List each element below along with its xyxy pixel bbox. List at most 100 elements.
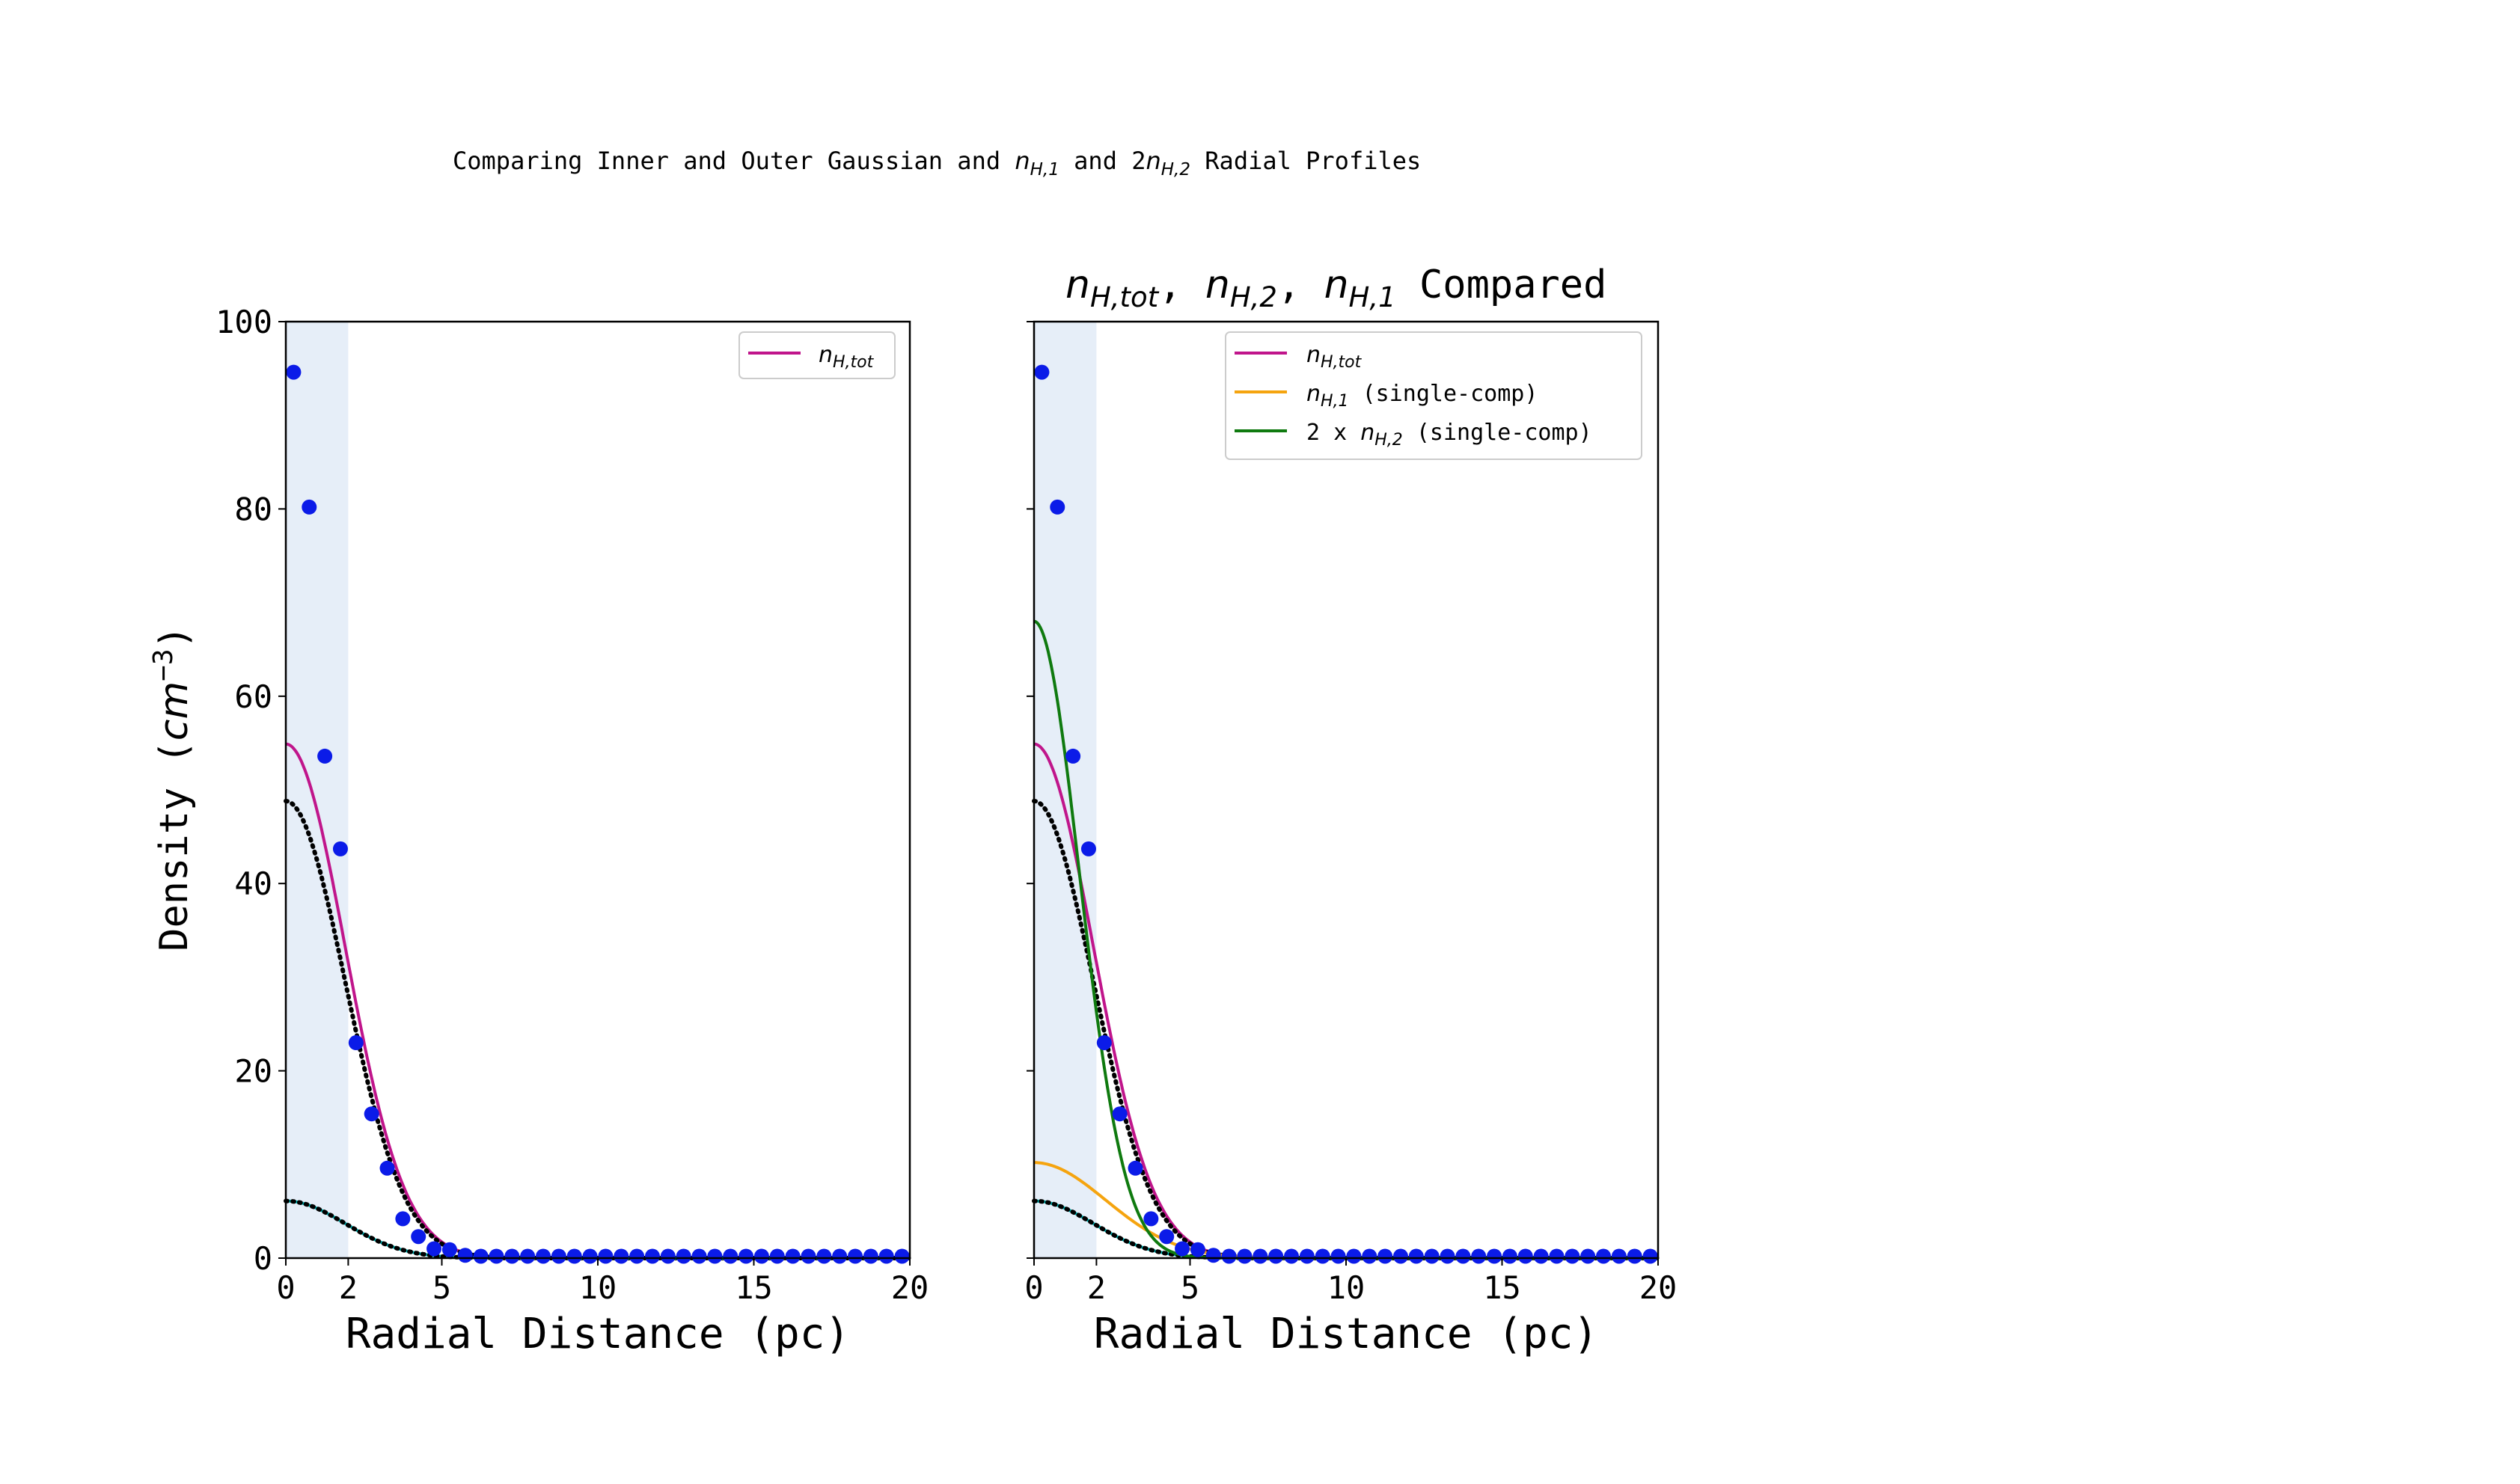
x-tick-label: 20 xyxy=(891,1269,929,1306)
data-point xyxy=(1221,1248,1237,1264)
right-legend-label-ntot: nH,tot xyxy=(1306,342,1363,372)
data-point xyxy=(582,1248,598,1264)
y-tick-label: 60 xyxy=(234,678,272,715)
x-axis-label: Radial Distance (pc) xyxy=(346,1310,850,1358)
data-point xyxy=(1112,1106,1128,1122)
data-point xyxy=(598,1248,614,1264)
data-point xyxy=(1580,1248,1596,1264)
data-point xyxy=(644,1248,660,1264)
data-point xyxy=(848,1248,863,1264)
data-point xyxy=(723,1248,738,1264)
data-point xyxy=(1596,1248,1612,1264)
data-point xyxy=(691,1248,707,1264)
data-point xyxy=(894,1248,910,1264)
left-legend-frame xyxy=(738,331,896,379)
right-panel: 0 2 5 10 15 20 Radial Distance (pc) xyxy=(1024,320,1678,1358)
data-point xyxy=(1050,499,1065,515)
data-point xyxy=(536,1248,551,1264)
data-point xyxy=(379,1160,395,1176)
data-point xyxy=(302,499,317,515)
data-point xyxy=(489,1248,504,1264)
data-point xyxy=(1627,1248,1642,1264)
y-tick-label: 40 xyxy=(234,865,272,902)
right-legend-label-nh1: nH,1 (single-comp) xyxy=(1306,381,1538,411)
data-point xyxy=(676,1248,691,1264)
data-point xyxy=(1330,1248,1346,1264)
data-point xyxy=(426,1241,442,1257)
x-axis-label: Radial Distance (pc) xyxy=(1094,1310,1598,1358)
x-tick-label: 5 xyxy=(432,1269,451,1306)
y-tick-label: 100 xyxy=(215,304,272,340)
figure-suptitle: Comparing Inner and Outer Gaussian and n… xyxy=(453,147,1421,180)
x-tick-label: 10 xyxy=(1327,1269,1365,1306)
data-point xyxy=(348,1035,364,1051)
data-point xyxy=(1253,1248,1268,1264)
y-tick-label: 80 xyxy=(234,491,272,527)
x-tick-label: 15 xyxy=(735,1269,773,1306)
data-point xyxy=(504,1248,520,1264)
data-point xyxy=(1565,1248,1580,1264)
data-point xyxy=(1611,1248,1627,1264)
data-point xyxy=(1377,1248,1393,1264)
data-point xyxy=(1205,1248,1221,1263)
data-point xyxy=(1440,1248,1455,1264)
data-point xyxy=(660,1248,676,1264)
y-tick-label: 0 xyxy=(254,1240,272,1277)
data-point xyxy=(1517,1248,1533,1264)
data-point xyxy=(520,1248,536,1264)
right-panel-title: nH,tot, nH,2, nH,1 Compared xyxy=(1065,263,1606,313)
data-point xyxy=(1284,1248,1300,1264)
x-tick-label: 20 xyxy=(1639,1269,1678,1306)
data-point xyxy=(629,1248,645,1264)
data-point xyxy=(1424,1248,1440,1264)
data-point xyxy=(395,1211,411,1227)
data-point xyxy=(1096,1035,1112,1051)
data-point xyxy=(769,1248,785,1264)
data-point xyxy=(551,1248,566,1264)
x-tick-label: 0 xyxy=(276,1269,295,1306)
data-point xyxy=(801,1248,816,1264)
right-legend-label-nh2x2: 2 x nH,2 (single-comp) xyxy=(1306,420,1592,450)
data-point xyxy=(1346,1248,1362,1264)
data-point xyxy=(878,1248,894,1264)
data-point xyxy=(816,1248,832,1264)
data-point xyxy=(785,1248,801,1264)
data-point xyxy=(1034,364,1050,380)
data-point xyxy=(1175,1241,1190,1257)
data-point xyxy=(1190,1242,1205,1257)
data-point xyxy=(1143,1211,1159,1227)
data-point xyxy=(1487,1248,1502,1264)
x-tick-label: 15 xyxy=(1483,1269,1521,1306)
data-point xyxy=(1549,1248,1565,1264)
data-point xyxy=(1455,1248,1471,1264)
data-point xyxy=(1533,1248,1549,1264)
data-point xyxy=(738,1248,754,1264)
data-point xyxy=(364,1106,379,1122)
x-tick-label: 10 xyxy=(579,1269,617,1306)
data-point xyxy=(332,841,348,856)
data-point xyxy=(566,1248,582,1264)
data-point xyxy=(1315,1248,1330,1264)
data-point xyxy=(317,748,333,764)
data-point xyxy=(1299,1248,1315,1264)
data-point xyxy=(1471,1248,1487,1264)
y-axis-label: Density (cm−3) xyxy=(148,625,197,951)
data-point xyxy=(1268,1248,1284,1264)
data-point xyxy=(1502,1248,1517,1264)
left-legend: nH,tot xyxy=(738,331,896,379)
data-point xyxy=(411,1229,426,1245)
data-point xyxy=(286,364,302,380)
data-point xyxy=(1408,1248,1424,1264)
data-point xyxy=(1362,1248,1377,1264)
left-legend-label-ntot: nH,tot xyxy=(819,342,875,372)
left-panel: 0 2 5 10 15 20 0 20 40 60 80 100 Radial Distance (pc… xyxy=(215,304,929,1358)
data-point xyxy=(1392,1248,1408,1264)
data-point xyxy=(832,1248,848,1264)
right-legend: nH,tot nH,1 (single-comp) 2 x nH,2 (sing… xyxy=(1225,331,1642,460)
data-point xyxy=(473,1248,489,1264)
data-point xyxy=(1128,1160,1143,1176)
data-point xyxy=(1080,841,1096,856)
data-point xyxy=(707,1248,723,1264)
data-point xyxy=(863,1248,878,1264)
